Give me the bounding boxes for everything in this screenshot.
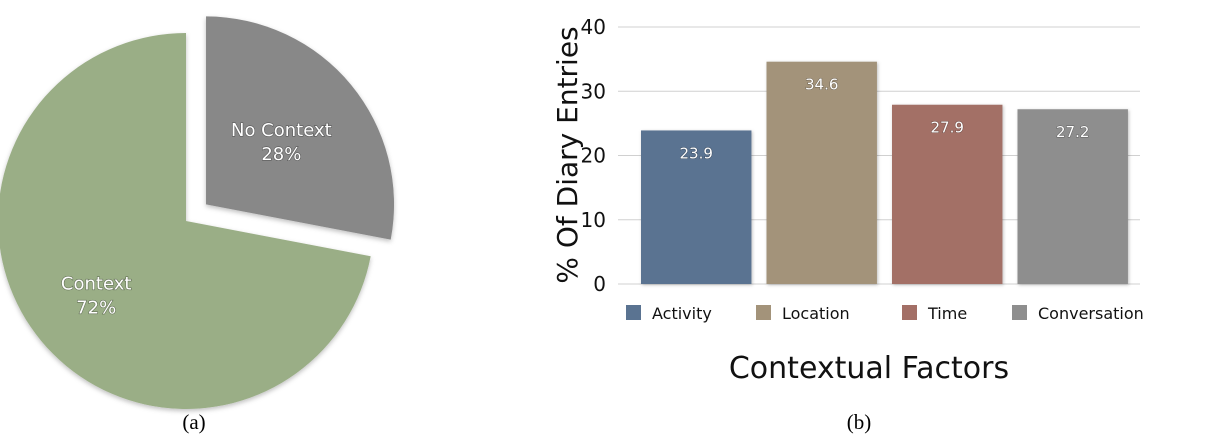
caption-a: (a): [182, 410, 205, 434]
y-tick-labels: 0 10 20 30 40: [581, 15, 606, 296]
bar-value-label: 27.9: [931, 119, 964, 137]
bar-location: [766, 61, 877, 284]
y-tick-label: 10: [581, 208, 606, 232]
legend: Activity Location Time Conversation: [626, 304, 1144, 323]
legend-label: Activity: [652, 304, 712, 323]
legend-swatch: [756, 305, 771, 320]
y-tick-label: 0: [593, 272, 606, 296]
y-axis-label: % Of Diary Entries: [551, 26, 584, 283]
bar-activity: [641, 130, 752, 284]
pie-label-context: Context: [61, 273, 132, 294]
bars: [641, 61, 1128, 285]
y-tick-label: 20: [581, 144, 606, 168]
legend-label: Time: [927, 304, 967, 323]
bar-value-labels: 23.9 34.6 27.9 27.2: [679, 75, 1090, 163]
bar-value-label: 23.9: [680, 144, 713, 162]
pie-label-no-context: No Context: [231, 120, 332, 141]
pie-label-no-context-pct: 28%: [261, 144, 301, 165]
pie-slice-context: [0, 33, 371, 409]
x-axis-label: Contextual Factors: [729, 351, 1009, 386]
pie-label-context-pct: 72%: [76, 297, 116, 318]
legend-label: Location: [782, 304, 850, 323]
bar-value-label: 34.6: [805, 76, 838, 94]
pie-slice-no-context: [206, 16, 395, 240]
y-tick-label: 40: [581, 15, 606, 39]
legend-label: Conversation: [1038, 304, 1144, 323]
caption-b: (b): [847, 410, 872, 434]
legend-swatch: [1012, 305, 1027, 320]
bar-conversation: [1017, 109, 1128, 285]
legend-swatch: [626, 305, 641, 320]
bar-chart: 0 10 20 30 40 23.9 34.6 27.9 27.2 % Of Diary En…: [551, 15, 1144, 434]
legend-swatch: [902, 305, 917, 320]
bar-time: [892, 104, 1003, 285]
pie-chart: Context 72% No Context 28% (a): [0, 16, 395, 434]
y-tick-label: 30: [581, 79, 606, 103]
bar-value-label: 27.2: [1056, 123, 1089, 141]
